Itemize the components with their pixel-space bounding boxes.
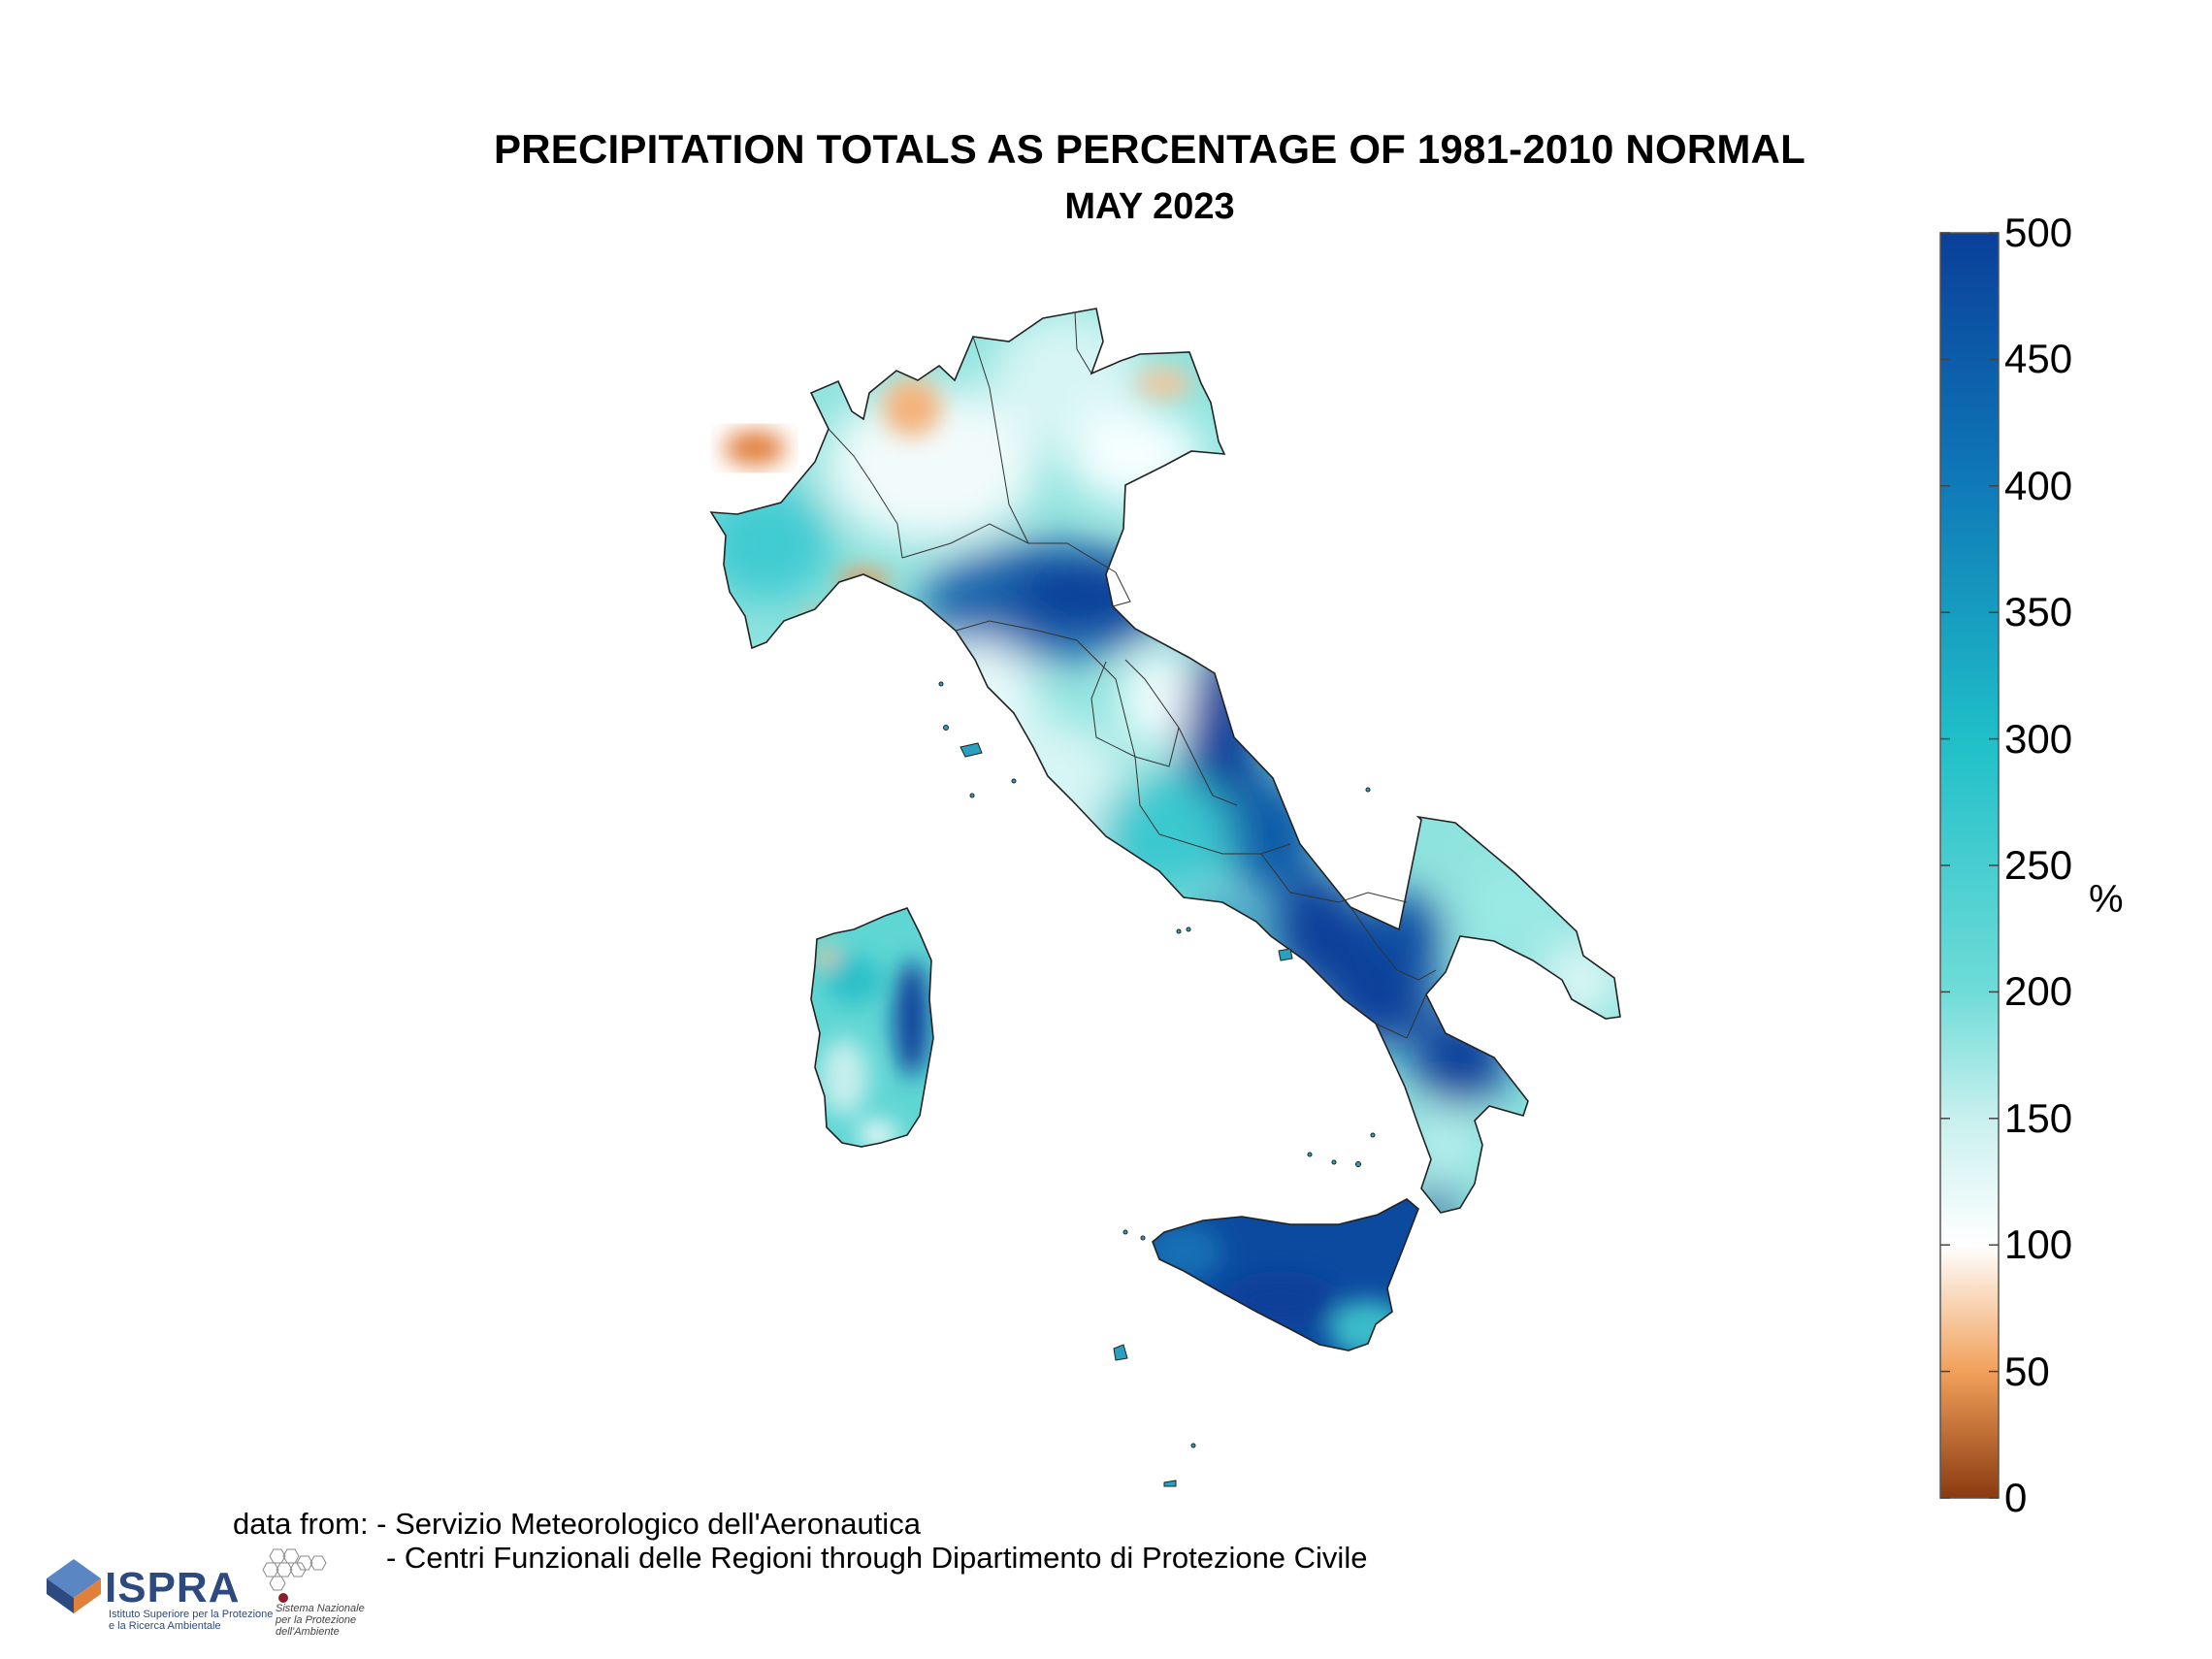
ispra-tagline-2: e la Ricerca Ambientale: [109, 1620, 221, 1632]
region-boundaries: [828, 311, 1437, 1039]
colorbar-tick-label: 100: [2004, 1221, 2073, 1268]
map-title: PRECIPITATION TOTALS AS PERCENTAGE OF 19…: [494, 126, 1805, 172]
snpa-tagline: Sistema Nazionale per la Protezione dell…: [276, 1603, 365, 1638]
snpa-tagline-2: per la Protezione: [276, 1614, 357, 1626]
colorbar-tick-label: 500: [2004, 210, 2073, 255]
credits-line-1: data from: - Servizio Meteorologico dell…: [233, 1507, 921, 1541]
colorbar-tick-label: 300: [2004, 715, 2073, 762]
colorbar-tick-label: 250: [2004, 842, 2073, 888]
ispra-logo-icon: [47, 1559, 101, 1613]
colorbar-tick-label: 450: [2004, 336, 2073, 382]
map-subtitle: MAY 2023: [1064, 186, 1235, 227]
small-islands: [938, 681, 1376, 1487]
coastlines: [709, 308, 1621, 1351]
snpa-logo-icon: [262, 1548, 327, 1603]
sardinia-field: [811, 908, 933, 1147]
colorbar-tick-label: 400: [2004, 462, 2073, 508]
ispra-tagline: Istituto Superiore per la Protezione e l…: [109, 1609, 273, 1632]
colorbar-unit: %: [2089, 878, 2124, 921]
data-credits: data from: - Servizio Meteorologico dell…: [233, 1507, 1367, 1575]
colorbar-tick-label: 350: [2004, 589, 2073, 635]
snpa-tagline-3: dell'Ambiente: [276, 1626, 340, 1638]
ispra-logo-text: ISPRA: [105, 1564, 241, 1611]
colorbar-tick-label: 150: [2004, 1094, 2073, 1141]
colorbar-ticks: [1940, 232, 1999, 1499]
colorbar: [1939, 232, 2000, 1499]
credits-line-2: - Centri Funzionali delle Regioni throug…: [386, 1541, 1368, 1575]
colorbar-tick-label: 50: [2004, 1348, 2050, 1394]
snpa-tagline-1: Sistema Nazionale: [276, 1603, 365, 1614]
ispra-tagline-1: Istituto Superiore per la Protezione: [109, 1609, 274, 1620]
colorbar-tick-label: 200: [2004, 968, 2073, 1015]
colorbar-tick-label: 0: [2004, 1475, 2028, 1520]
aosta-dry-spot: [724, 431, 786, 466]
italy-precipitation-map: [709, 308, 1621, 1487]
